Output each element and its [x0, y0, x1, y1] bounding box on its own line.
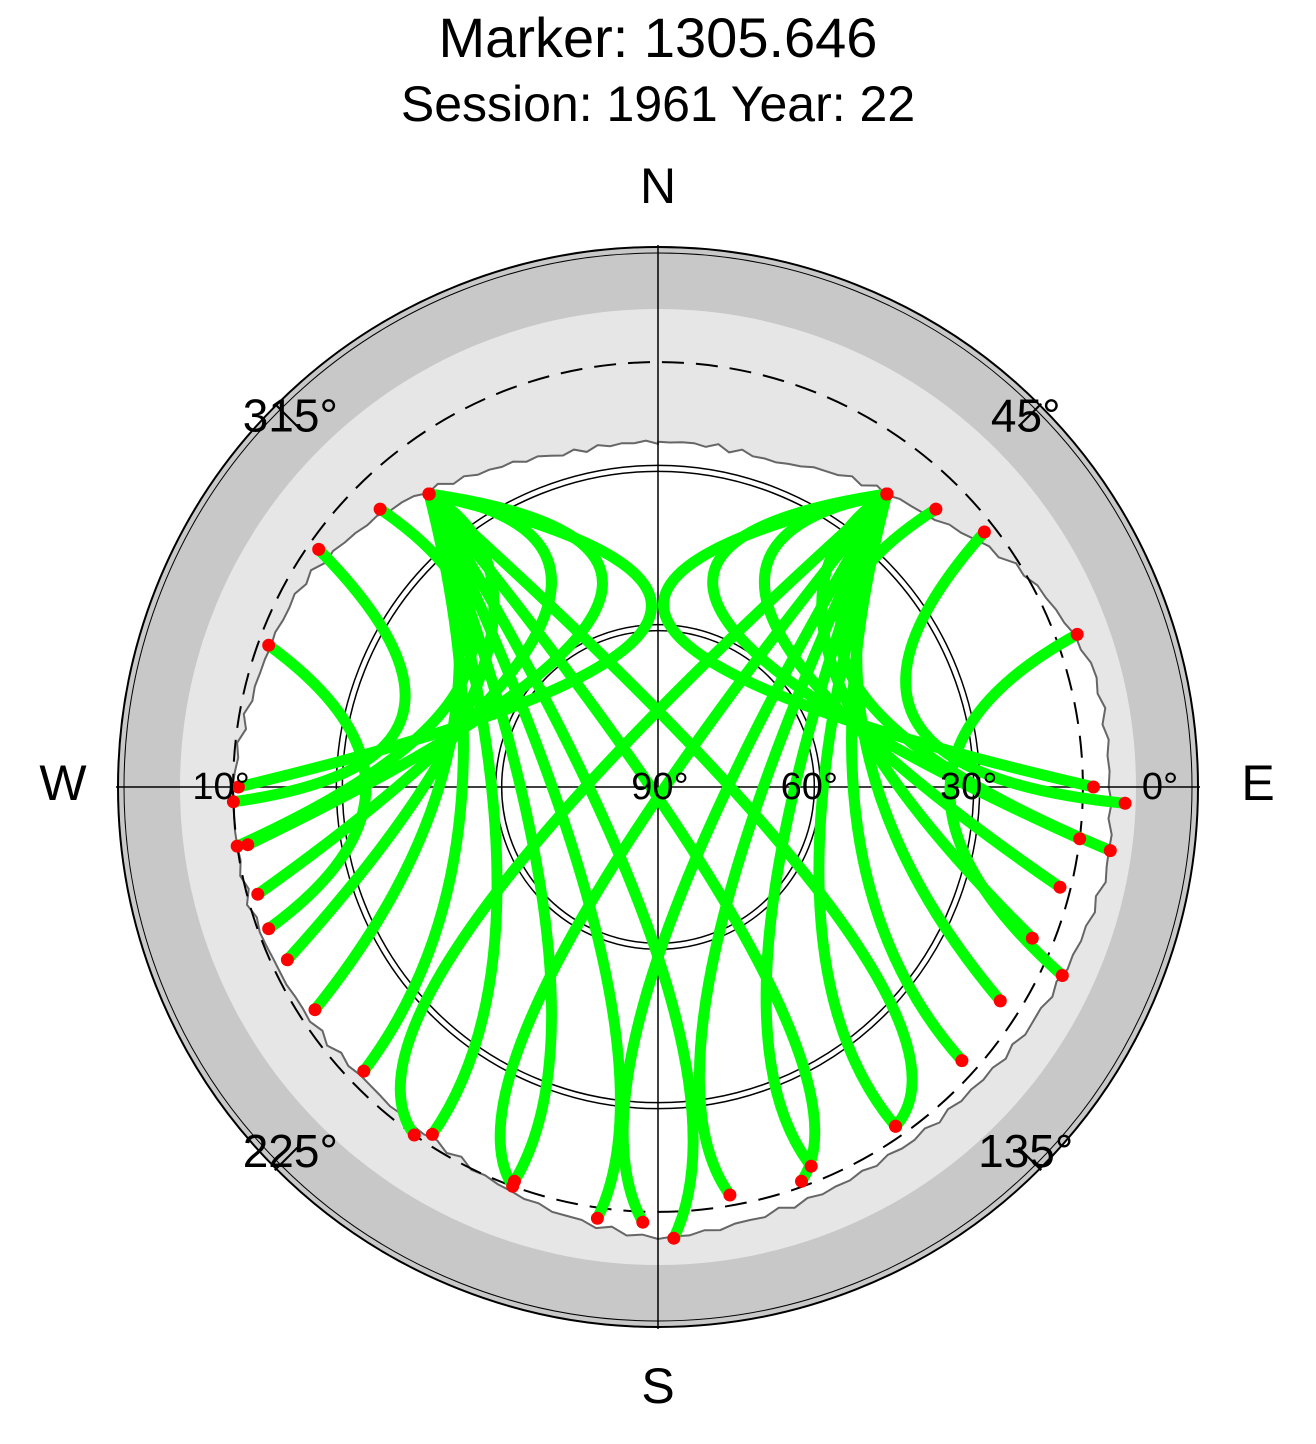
- track-25: [834, 503, 1116, 857]
- azimuth-tick-135: [1017, 1146, 1042, 1171]
- track-22-set-point: [667, 1231, 681, 1245]
- track-24: [423, 488, 918, 1132]
- track-23: [423, 488, 821, 1187]
- track-1-set-point: [1087, 780, 1100, 794]
- label-east: E: [1241, 755, 1274, 811]
- track-20-set-point: [508, 1174, 521, 1188]
- track-13-set-point: [231, 780, 245, 794]
- label-azimuth-225: 225°: [243, 1125, 338, 1177]
- track-9-set-point: [723, 1188, 737, 1202]
- track-19: [423, 488, 503, 1140]
- track-12-rise-point: [880, 487, 894, 501]
- track-18-set-point: [357, 1064, 371, 1078]
- track-26-rise-point: [977, 525, 991, 539]
- track-18: [358, 488, 469, 1077]
- track-30: [263, 639, 372, 935]
- chart-title: Marker: 1305.646: [438, 6, 878, 69]
- track-28-rise-point: [373, 502, 387, 516]
- track-15: [252, 488, 557, 900]
- track-15-set-point: [251, 887, 265, 901]
- track-12: [394, 488, 893, 1141]
- label-south: S: [641, 1358, 674, 1414]
- track-2: [707, 488, 1086, 845]
- satellite-tracks: [227, 488, 1131, 1244]
- track-8-set-point: [804, 1159, 818, 1173]
- track-23-set-point: [795, 1174, 808, 1188]
- track-28: [231, 503, 479, 852]
- track-30-rise-point: [262, 638, 276, 652]
- track-26-set-point: [1118, 796, 1132, 810]
- track-27: [944, 628, 1083, 981]
- label-azimuth-315: 315°: [243, 389, 338, 441]
- azimuth-tick-315: [274, 403, 299, 428]
- track-21-set-point: [590, 1211, 604, 1225]
- track-7: [813, 488, 902, 1132]
- track-27-rise-point: [1070, 627, 1084, 641]
- track-3: [758, 488, 1066, 893]
- track-29-set-point: [226, 795, 240, 809]
- track-29: [227, 543, 411, 808]
- track-24-rise-point: [422, 487, 436, 501]
- track-4-set-point: [1025, 931, 1039, 945]
- track-14: [242, 488, 608, 851]
- track-29-rise-point: [312, 542, 326, 556]
- chart-subtitle: Session: 1961 Year: 22: [400, 76, 916, 132]
- label-elevation-0: 0°: [1142, 766, 1178, 808]
- track-10-set-point: [636, 1215, 650, 1229]
- label-azimuth-45: 45°: [991, 389, 1061, 441]
- track-endpoints: [226, 487, 1132, 1245]
- label-elevation-10: 10°: [192, 766, 249, 808]
- track-25-rise-point: [929, 502, 943, 516]
- track-21: [423, 488, 626, 1224]
- track-26: [900, 526, 1131, 809]
- label-elevation-60: 60°: [781, 766, 838, 808]
- track-30-set-point: [262, 922, 276, 936]
- track-25-set-point: [1103, 844, 1117, 858]
- track-2-set-point: [1073, 832, 1087, 846]
- track-6: [846, 488, 968, 1067]
- azimuth-tick-45: [1017, 403, 1042, 428]
- track-14-set-point: [241, 838, 255, 852]
- track-16-set-point: [280, 953, 294, 967]
- label-azimuth-135: 135°: [978, 1125, 1073, 1177]
- track-27-set-point: [1055, 969, 1069, 982]
- track-19-set-point: [425, 1127, 439, 1141]
- azimuth-tick-225: [274, 1146, 299, 1171]
- track-12-set-point: [407, 1128, 421, 1142]
- label-elevation-90: 90°: [631, 766, 688, 808]
- track-6-set-point: [955, 1054, 969, 1068]
- track-11: [494, 488, 893, 1192]
- track-17-set-point: [308, 1003, 322, 1017]
- track-3-set-point: [1053, 880, 1067, 894]
- track-5-set-point: [993, 994, 1007, 1008]
- track-22: [423, 488, 699, 1244]
- track-24-set-point: [889, 1119, 903, 1133]
- label-north: N: [640, 158, 676, 214]
- axis-labels: N S W E 45° 135° 225° 315° 0° 30° 60° 90° 10°: [39, 158, 1274, 1414]
- label-west: W: [39, 755, 87, 811]
- track-28-set-point: [230, 839, 244, 853]
- track-9: [693, 488, 893, 1201]
- label-elevation-30: 30°: [940, 766, 997, 808]
